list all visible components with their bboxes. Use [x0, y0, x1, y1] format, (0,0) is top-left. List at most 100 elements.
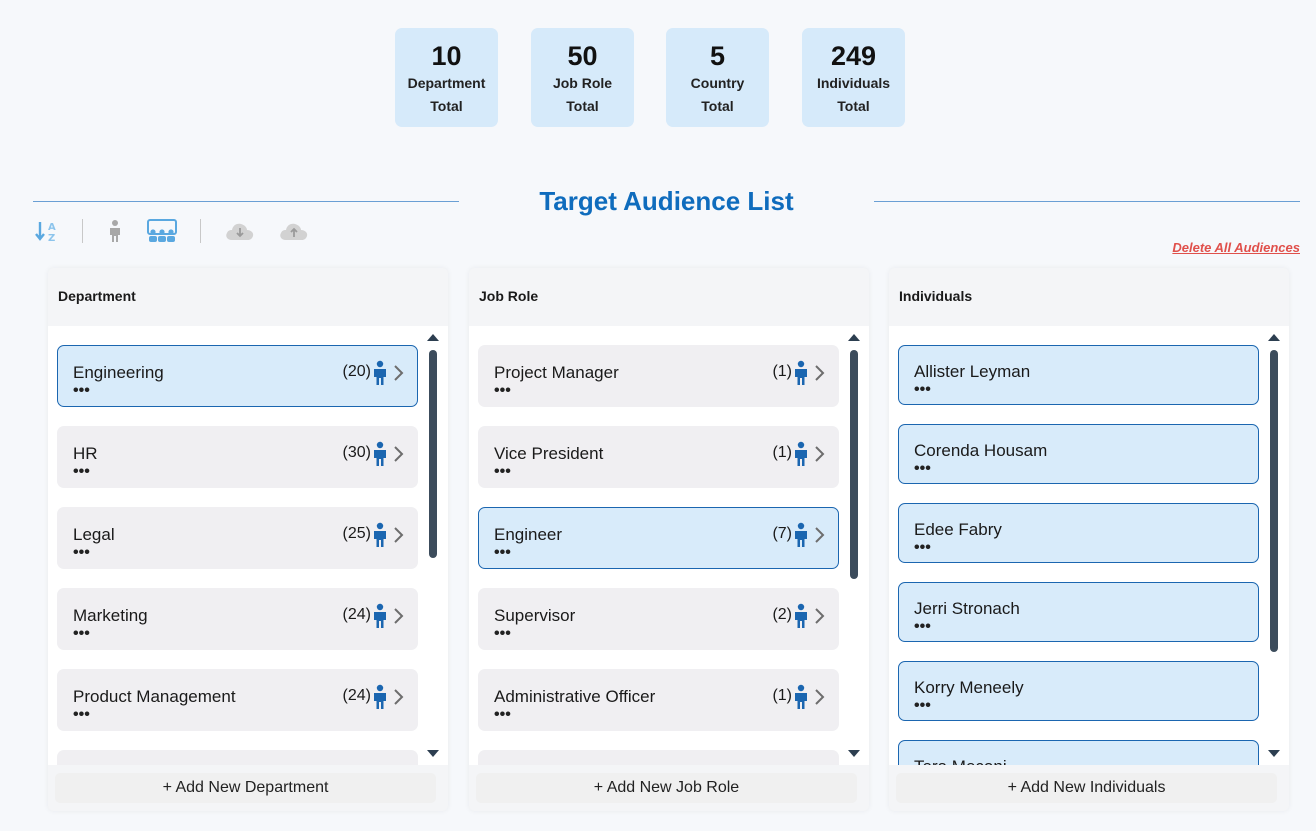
more-options-icon[interactable]: ••• — [494, 706, 511, 723]
person-icon — [374, 684, 386, 709]
chevron-right-icon[interactable] — [813, 607, 825, 625]
department-list-panel: Engineering ••• (20) HR ••• (30) Legal •… — [48, 326, 448, 765]
item-name: Administrative Officer — [494, 687, 656, 706]
group-icon[interactable] — [145, 216, 179, 246]
department-item-marketing[interactable]: Marketing ••• (24) — [57, 588, 418, 650]
chevron-right-icon[interactable] — [813, 526, 825, 544]
chevron-right-icon[interactable] — [392, 364, 404, 382]
department-list: Engineering ••• (20) HR ••• (30) Legal •… — [57, 345, 418, 765]
scroll-down-icon[interactable] — [848, 750, 860, 757]
item-count: (25) — [342, 525, 371, 542]
individual-item[interactable]: Edee Fabry ••• — [898, 503, 1259, 563]
job-role-item-project-manager[interactable]: Project Manager ••• (1) — [478, 345, 839, 407]
scrollbar[interactable] — [847, 326, 861, 765]
person-icon — [374, 360, 386, 385]
stats-bar: 10 Department Total 50 Job Role Total 5 … — [0, 28, 1316, 127]
more-options-icon[interactable]: ••• — [494, 382, 511, 399]
person-icon — [795, 522, 807, 547]
scrollbar[interactable] — [426, 326, 440, 765]
chevron-right-icon[interactable] — [392, 445, 404, 463]
scroll-up-icon[interactable] — [1268, 334, 1280, 341]
department-item-engineering[interactable]: Engineering ••• (20) — [57, 345, 418, 407]
more-options-icon[interactable]: ••• — [914, 381, 931, 398]
job-role-column: Job Role Project Manager ••• (1) Vice Pr… — [469, 268, 869, 811]
item-name: Vice President — [494, 444, 604, 463]
person-icon — [374, 441, 386, 466]
department-item-product-management[interactable]: Product Management ••• (24) — [57, 669, 418, 731]
item-name: Project Manager — [494, 363, 619, 382]
job-role-item-engineer[interactable]: Engineer ••• (7) — [478, 507, 839, 569]
chevron-right-icon[interactable] — [392, 607, 404, 625]
chevron-right-icon[interactable] — [813, 445, 825, 463]
item-name: Korry Meneely — [914, 678, 1024, 697]
delete-all-audiences-link[interactable]: Delete All Audiences — [1172, 240, 1300, 255]
cloud-download-icon[interactable] — [223, 216, 257, 246]
scrollbar-thumb[interactable] — [1270, 350, 1278, 652]
more-options-icon[interactable]: ••• — [73, 706, 90, 723]
department-item-legal[interactable]: Legal ••• (25) — [57, 507, 418, 569]
department-header: Department — [58, 288, 136, 304]
more-options-icon[interactable]: ••• — [914, 618, 931, 635]
scroll-down-icon[interactable] — [1268, 750, 1280, 757]
job-role-item-partial[interactable] — [478, 750, 839, 765]
person-icon — [795, 360, 807, 385]
stat-label: Job Role — [552, 75, 613, 91]
chevron-right-icon[interactable] — [813, 364, 825, 382]
individual-item[interactable]: Korry Meneely ••• — [898, 661, 1259, 721]
item-name: Corenda Housam — [914, 441, 1048, 460]
svg-text:A: A — [48, 222, 56, 233]
stat-label: Country — [690, 75, 745, 91]
stat-label: Department — [407, 75, 486, 91]
person-icon — [795, 603, 807, 628]
person-icon[interactable] — [100, 216, 130, 246]
scrollbar-thumb[interactable] — [429, 350, 437, 558]
add-department-button[interactable]: + Add New Department — [55, 773, 436, 803]
stat-sublabel: Total — [566, 98, 599, 114]
individual-item[interactable]: Allister Leyman ••• — [898, 345, 1259, 405]
stat-label: Individuals — [816, 75, 891, 91]
more-options-icon[interactable]: ••• — [73, 463, 90, 480]
more-options-icon[interactable]: ••• — [914, 697, 931, 714]
item-count: (20) — [342, 363, 371, 380]
item-count: (1) — [772, 444, 792, 461]
cloud-upload-icon[interactable] — [277, 216, 311, 246]
item-name: Edee Fabry — [914, 520, 1002, 539]
chevron-right-icon[interactable] — [392, 526, 404, 544]
individual-item[interactable]: Jerri Stronach ••• — [898, 582, 1259, 642]
scroll-up-icon[interactable] — [427, 334, 439, 341]
more-options-icon[interactable]: ••• — [914, 460, 931, 477]
individual-item[interactable]: Tera Meconi ••• — [898, 740, 1259, 765]
scrollbar[interactable] — [1267, 326, 1281, 765]
job-role-item-supervisor[interactable]: Supervisor ••• (2) — [478, 588, 839, 650]
scrollbar-thumb[interactable] — [850, 350, 858, 579]
stat-sublabel: Total — [430, 98, 463, 114]
title-divider-right — [874, 201, 1300, 202]
stat-value: 10 — [431, 41, 462, 71]
more-options-icon[interactable]: ••• — [73, 544, 90, 561]
individuals-list-panel: Allister Leyman ••• Corenda Housam ••• E… — [889, 326, 1289, 765]
person-icon — [374, 603, 386, 628]
job-role-header: Job Role — [479, 288, 539, 304]
more-options-icon[interactable]: ••• — [494, 625, 511, 642]
more-options-icon[interactable]: ••• — [914, 539, 931, 556]
scroll-down-icon[interactable] — [427, 750, 439, 757]
job-role-item-vice-president[interactable]: Vice President ••• (1) — [478, 426, 839, 488]
more-options-icon[interactable]: ••• — [73, 625, 90, 642]
toolbar-divider — [200, 219, 201, 243]
sort-az-icon[interactable]: A Z — [32, 216, 62, 246]
department-item-hr[interactable]: HR ••• (30) — [57, 426, 418, 488]
add-individual-button[interactable]: + Add New Individuals — [896, 773, 1277, 803]
item-name: Marketing — [73, 606, 148, 625]
add-job-role-button[interactable]: + Add New Job Role — [476, 773, 857, 803]
job-role-item-administrative-officer[interactable]: Administrative Officer ••• (1) — [478, 669, 839, 731]
more-options-icon[interactable]: ••• — [494, 463, 511, 480]
stat-card-country: 5 Country Total — [666, 28, 769, 127]
chevron-right-icon[interactable] — [813, 688, 825, 706]
chevron-right-icon[interactable] — [392, 688, 404, 706]
scroll-up-icon[interactable] — [848, 334, 860, 341]
item-count: (7) — [772, 525, 792, 542]
department-item-partial[interactable] — [57, 750, 418, 765]
more-options-icon[interactable]: ••• — [73, 382, 90, 399]
individual-item[interactable]: Corenda Housam ••• — [898, 424, 1259, 484]
more-options-icon[interactable]: ••• — [494, 544, 511, 561]
